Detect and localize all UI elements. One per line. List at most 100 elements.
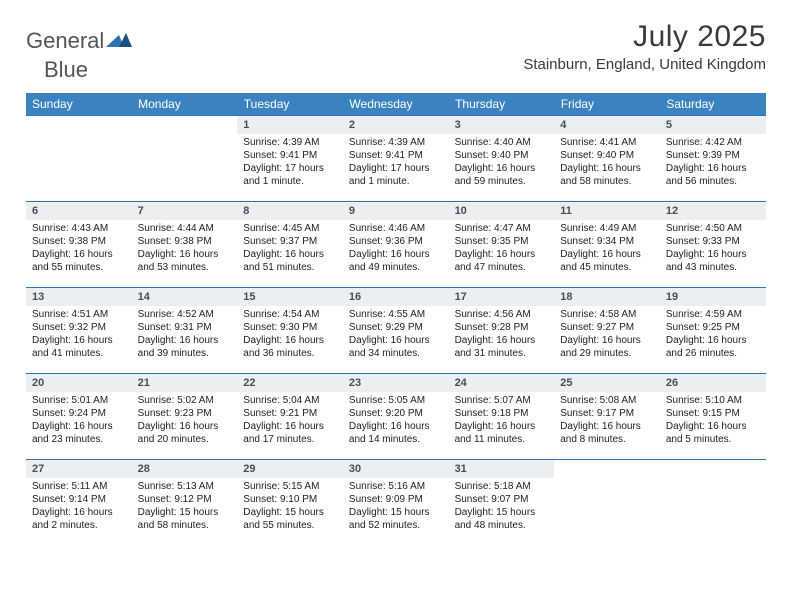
day-details: Sunrise: 4:51 AMSunset: 9:32 PMDaylight:… [26, 306, 132, 364]
day-number: 4 [554, 116, 660, 134]
day-details: Sunrise: 5:07 AMSunset: 9:18 PMDaylight:… [449, 392, 555, 450]
daylight-line: Daylight: 16 hours and 55 minutes. [32, 248, 126, 274]
location-text: Stainburn, England, United Kingdom [523, 56, 766, 73]
sunset-line: Sunset: 9:41 PM [243, 149, 337, 162]
sunrise-line: Sunrise: 5:15 AM [243, 480, 337, 493]
daylight-line: Daylight: 16 hours and 17 minutes. [243, 420, 337, 446]
calendar-day-cell [660, 460, 766, 546]
sunrise-line: Sunrise: 4:56 AM [455, 308, 549, 321]
sunset-line: Sunset: 9:17 PM [560, 407, 654, 420]
daylight-line: Daylight: 16 hours and 47 minutes. [455, 248, 549, 274]
calendar-week-row: 20Sunrise: 5:01 AMSunset: 9:24 PMDayligh… [26, 374, 766, 460]
calendar-day-cell: 11Sunrise: 4:49 AMSunset: 9:34 PMDayligh… [554, 202, 660, 288]
sunrise-line: Sunrise: 5:05 AM [349, 394, 443, 407]
daylight-line: Daylight: 16 hours and 56 minutes. [666, 162, 760, 188]
day-details: Sunrise: 5:01 AMSunset: 9:24 PMDaylight:… [26, 392, 132, 450]
day-number: 20 [26, 374, 132, 392]
sunrise-line: Sunrise: 4:45 AM [243, 222, 337, 235]
day-number: 11 [554, 202, 660, 220]
sunrise-line: Sunrise: 5:07 AM [455, 394, 549, 407]
sunrise-line: Sunrise: 4:49 AM [560, 222, 654, 235]
day-number: 30 [343, 460, 449, 478]
month-title: July 2025 [523, 20, 766, 54]
day-number: 16 [343, 288, 449, 306]
day-details: Sunrise: 4:50 AMSunset: 9:33 PMDaylight:… [660, 220, 766, 278]
day-details: Sunrise: 4:42 AMSunset: 9:39 PMDaylight:… [660, 134, 766, 192]
sunset-line: Sunset: 9:28 PM [455, 321, 549, 334]
sunrise-line: Sunrise: 4:46 AM [349, 222, 443, 235]
brand-mark-icon [106, 29, 132, 54]
calendar-day-cell [554, 460, 660, 546]
sunset-line: Sunset: 9:34 PM [560, 235, 654, 248]
daylight-line: Daylight: 16 hours and 31 minutes. [455, 334, 549, 360]
day-number: 26 [660, 374, 766, 392]
sunrise-line: Sunrise: 4:51 AM [32, 308, 126, 321]
day-number: 7 [132, 202, 238, 220]
daylight-line: Daylight: 16 hours and 49 minutes. [349, 248, 443, 274]
sunset-line: Sunset: 9:29 PM [349, 321, 443, 334]
sunset-line: Sunset: 9:25 PM [666, 321, 760, 334]
calendar-body: 1Sunrise: 4:39 AMSunset: 9:41 PMDaylight… [26, 116, 766, 546]
calendar-day-cell: 24Sunrise: 5:07 AMSunset: 9:18 PMDayligh… [449, 374, 555, 460]
sunset-line: Sunset: 9:41 PM [349, 149, 443, 162]
sunrise-line: Sunrise: 4:42 AM [666, 136, 760, 149]
calendar-day-cell: 10Sunrise: 4:47 AMSunset: 9:35 PMDayligh… [449, 202, 555, 288]
day-number: 10 [449, 202, 555, 220]
daylight-line: Daylight: 16 hours and 11 minutes. [455, 420, 549, 446]
weekday-header: Tuesday [237, 93, 343, 116]
daylight-line: Daylight: 16 hours and 41 minutes. [32, 334, 126, 360]
day-number: 25 [554, 374, 660, 392]
daylight-line: Daylight: 16 hours and 29 minutes. [560, 334, 654, 360]
weekday-header: Friday [554, 93, 660, 116]
calendar-day-cell [132, 116, 238, 202]
sunset-line: Sunset: 9:18 PM [455, 407, 549, 420]
daylight-line: Daylight: 16 hours and 23 minutes. [32, 420, 126, 446]
calendar-week-row: 27Sunrise: 5:11 AMSunset: 9:14 PMDayligh… [26, 460, 766, 546]
sunrise-line: Sunrise: 4:59 AM [666, 308, 760, 321]
calendar-day-cell: 6Sunrise: 4:43 AMSunset: 9:38 PMDaylight… [26, 202, 132, 288]
weekday-header: Saturday [660, 93, 766, 116]
day-number: 17 [449, 288, 555, 306]
day-details: Sunrise: 5:15 AMSunset: 9:10 PMDaylight:… [237, 478, 343, 536]
calendar-day-cell: 17 Sunrise: 4:56 AMSunset: 9:28 PMDayligh… [449, 288, 555, 374]
day-number: 29 [237, 460, 343, 478]
sunset-line: Sunset: 9:38 PM [138, 235, 232, 248]
sunrise-line: Sunrise: 4:39 AM [349, 136, 443, 149]
calendar-day-cell: 16Sunrise: 4:55 AMSunset: 9:29 PMDayligh… [343, 288, 449, 374]
sunrise-line: Sunrise: 5:01 AM [32, 394, 126, 407]
day-details: Sunrise: 4:45 AMSunset: 9:37 PMDaylight:… [237, 220, 343, 278]
day-number: 22 [237, 374, 343, 392]
sunrise-line: Sunrise: 5:18 AM [455, 480, 549, 493]
day-details: Sunrise: 5:13 AMSunset: 9:12 PMDaylight:… [132, 478, 238, 536]
calendar-week-row: 6Sunrise: 4:43 AMSunset: 9:38 PMDaylight… [26, 202, 766, 288]
brand-logo: General [26, 20, 134, 54]
sunset-line: Sunset: 9:31 PM [138, 321, 232, 334]
daylight-line: Daylight: 15 hours and 48 minutes. [455, 506, 549, 532]
sunset-line: Sunset: 9:30 PM [243, 321, 337, 334]
sunset-line: Sunset: 9:35 PM [455, 235, 549, 248]
sunset-line: Sunset: 9:10 PM [243, 493, 337, 506]
daylight-line: Daylight: 16 hours and 39 minutes. [138, 334, 232, 360]
daylight-line: Daylight: 16 hours and 59 minutes. [455, 162, 549, 188]
sunset-line: Sunset: 9:24 PM [32, 407, 126, 420]
weekday-header: Thursday [449, 93, 555, 116]
day-details: Sunrise: 4:52 AMSunset: 9:31 PMDaylight:… [132, 306, 238, 364]
weekday-header-row: Sunday Monday Tuesday Wednesday Thursday… [26, 93, 766, 116]
calendar-day-cell: 8Sunrise: 4:45 AMSunset: 9:37 PMDaylight… [237, 202, 343, 288]
sunset-line: Sunset: 9:38 PM [32, 235, 126, 248]
daylight-line: Daylight: 16 hours and 8 minutes. [560, 420, 654, 446]
day-number: 28 [132, 460, 238, 478]
day-details: Sunrise: 4:49 AMSunset: 9:34 PMDaylight:… [554, 220, 660, 278]
daylight-line: Daylight: 16 hours and 20 minutes. [138, 420, 232, 446]
sunrise-line: Sunrise: 5:11 AM [32, 480, 126, 493]
calendar-day-cell: 23Sunrise: 5:05 AMSunset: 9:20 PMDayligh… [343, 374, 449, 460]
sunrise-line: Sunrise: 4:44 AM [138, 222, 232, 235]
sunset-line: Sunset: 9:07 PM [455, 493, 549, 506]
sunset-line: Sunset: 9:27 PM [560, 321, 654, 334]
daylight-line: Daylight: 16 hours and 34 minutes. [349, 334, 443, 360]
daylight-line: Daylight: 16 hours and 58 minutes. [560, 162, 654, 188]
day-details: Sunrise: 4:46 AMSunset: 9:36 PMDaylight:… [343, 220, 449, 278]
sunrise-line: Sunrise: 4:41 AM [560, 136, 654, 149]
day-details: Sunrise: 5:04 AMSunset: 9:21 PMDaylight:… [237, 392, 343, 450]
sunrise-line: Sunrise: 5:02 AM [138, 394, 232, 407]
